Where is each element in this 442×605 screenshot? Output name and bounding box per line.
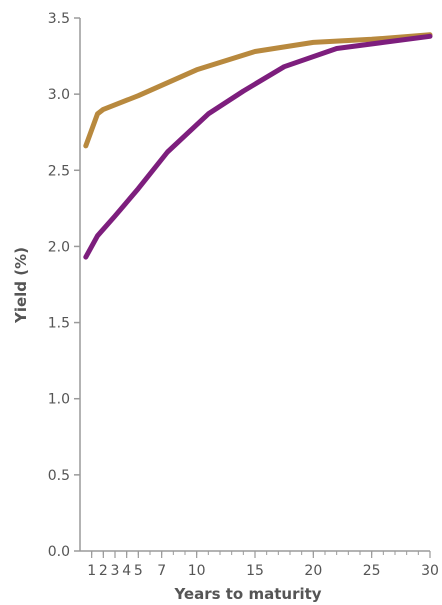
y-tick-label: 0.5 (48, 468, 70, 484)
y-tick-label: 1.5 (48, 316, 70, 332)
x-tick-label: 20 (304, 563, 322, 579)
y-ticks: 0.0 0.5 1.0 1.5 2.0 2.5 3.0 3.5 (48, 11, 80, 560)
y-tick-label: 0.0 (48, 544, 70, 560)
x-tick-label: 2 (99, 563, 108, 579)
y-tick-label: 3.5 (48, 11, 70, 27)
y-tick-label: 2.5 (48, 163, 70, 179)
x-ticks: 1 2 3 4 5 7 10 15 20 25 30 (87, 551, 439, 579)
x-tick-label: 15 (246, 563, 264, 579)
y-tick-label: 1.0 (48, 392, 70, 408)
x-tick-label: 4 (122, 563, 131, 579)
x-tick-label: 7 (157, 563, 166, 579)
y-tick-label: 3.0 (48, 87, 70, 103)
x-tick-label: 5 (134, 563, 143, 579)
x-tick-label: 1 (87, 563, 96, 579)
x-tick-label: 30 (421, 563, 439, 579)
y-axis-title: Yield (%) (12, 247, 30, 324)
y-tick-label: 2.0 (48, 239, 70, 255)
x-tick-label: 25 (363, 563, 381, 579)
series-group (83, 32, 433, 260)
x-tick-label: 3 (111, 563, 120, 579)
x-axis-title: Years to maturity (173, 585, 321, 603)
x-tick-label: 10 (188, 563, 206, 579)
series-line-2 (83, 33, 433, 260)
series-line-1 (83, 32, 433, 149)
